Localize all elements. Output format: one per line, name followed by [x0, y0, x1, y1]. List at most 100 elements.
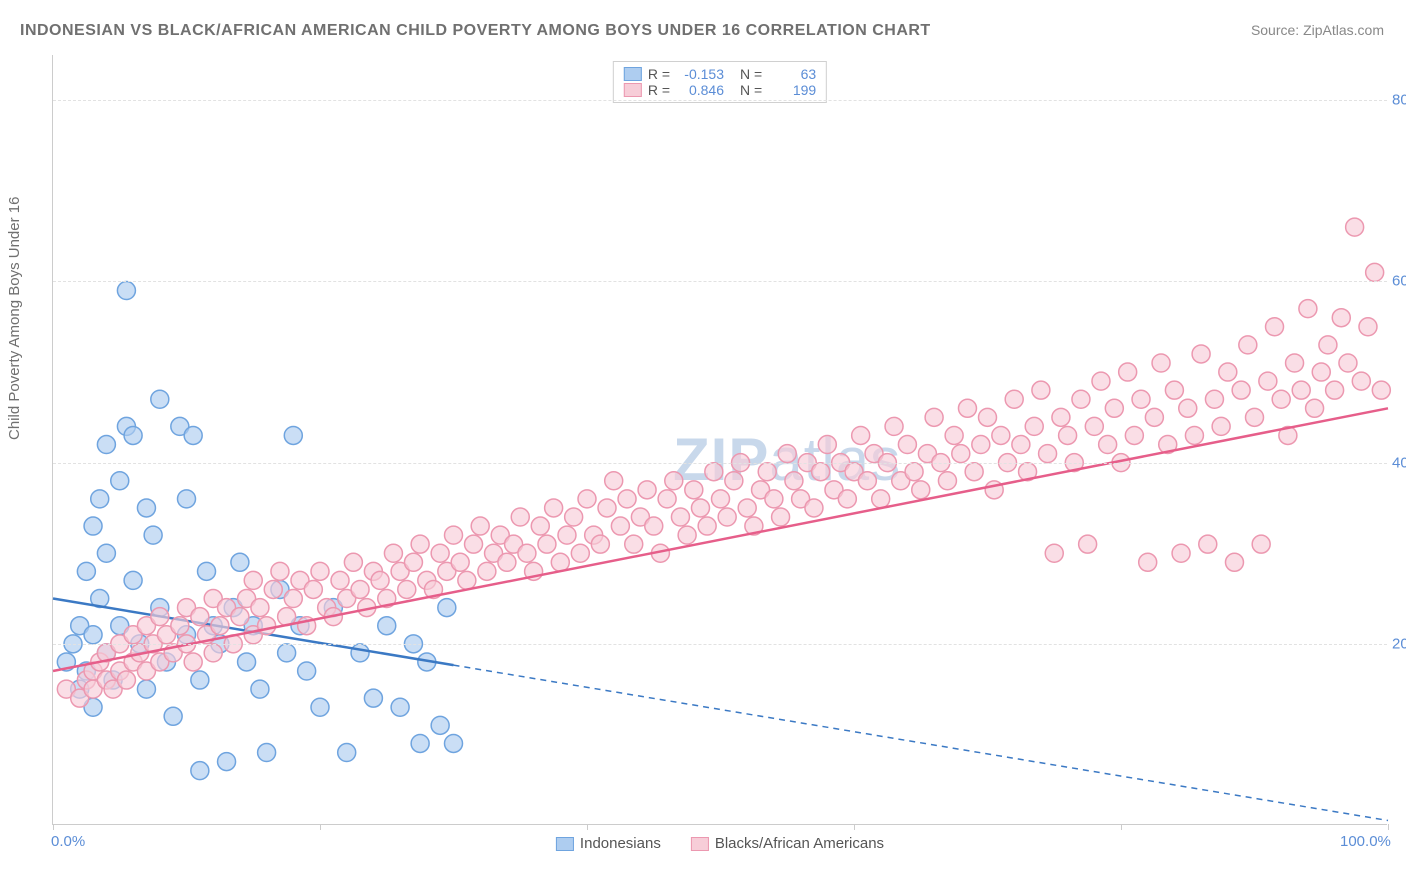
x-tick-label: 0.0% — [51, 833, 85, 850]
series-legend: IndonesiansBlacks/African Americans — [556, 835, 884, 852]
data-point — [725, 472, 743, 490]
data-point — [271, 562, 289, 580]
data-point — [331, 571, 349, 589]
data-point — [565, 508, 583, 526]
data-point — [1105, 399, 1123, 417]
data-point — [191, 671, 209, 689]
data-point — [758, 463, 776, 481]
legend-n-value: 63 — [768, 66, 816, 82]
data-point — [772, 508, 790, 526]
y-tick-label: 80.0% — [1392, 92, 1406, 109]
data-point — [137, 499, 155, 517]
data-point — [691, 499, 709, 517]
data-point — [311, 562, 329, 580]
data-point — [411, 535, 429, 553]
data-point — [1152, 354, 1170, 372]
data-point — [1252, 535, 1270, 553]
data-point — [438, 599, 456, 617]
data-point — [1025, 417, 1043, 435]
data-point — [258, 744, 276, 762]
x-tick — [587, 824, 588, 830]
data-point — [164, 707, 182, 725]
data-point — [678, 526, 696, 544]
legend-row: R =0.846N =199 — [624, 82, 816, 98]
data-point — [618, 490, 636, 508]
data-point — [284, 590, 302, 608]
y-tick-label: 60.0% — [1392, 273, 1406, 290]
data-point — [304, 580, 322, 598]
legend-swatch — [556, 837, 574, 851]
data-point — [238, 653, 256, 671]
x-tick-label: 100.0% — [1340, 833, 1391, 850]
legend-r-label: R = — [648, 66, 670, 82]
data-point — [625, 535, 643, 553]
data-point — [251, 599, 269, 617]
data-point — [805, 499, 823, 517]
data-point — [431, 716, 449, 734]
y-tick-label: 20.0% — [1392, 635, 1406, 652]
data-point — [84, 517, 102, 535]
data-point — [1219, 363, 1237, 381]
x-tick — [1388, 824, 1389, 830]
data-point — [1125, 426, 1143, 444]
data-point — [698, 517, 716, 535]
chart-area: ZIPatlas R =-0.153N =63R =0.846N =199 In… — [52, 55, 1387, 825]
data-point — [778, 445, 796, 463]
data-point — [1085, 417, 1103, 435]
data-point — [551, 553, 569, 571]
data-point — [1259, 372, 1277, 390]
legend-swatch — [624, 67, 642, 81]
data-point — [705, 463, 723, 481]
gridline — [53, 100, 1387, 101]
data-point — [1339, 354, 1357, 372]
data-point — [1332, 309, 1350, 327]
data-point — [191, 762, 209, 780]
data-point — [605, 472, 623, 490]
data-point — [958, 399, 976, 417]
legend-n-label: N = — [740, 66, 762, 82]
data-point — [972, 436, 990, 454]
data-point — [465, 535, 483, 553]
data-point — [1359, 318, 1377, 336]
data-point — [1059, 426, 1077, 444]
data-point — [1185, 426, 1203, 444]
data-point — [638, 481, 656, 499]
data-point — [558, 526, 576, 544]
data-point — [1199, 535, 1217, 553]
data-point — [1212, 417, 1230, 435]
regression-line — [53, 408, 1388, 671]
data-point — [204, 644, 222, 662]
data-point — [97, 544, 115, 562]
data-point — [965, 463, 983, 481]
data-point — [925, 408, 943, 426]
legend-label: Indonesians — [580, 835, 661, 852]
data-point — [518, 544, 536, 562]
data-point — [344, 553, 362, 571]
data-point — [445, 734, 463, 752]
legend-r-value: 0.846 — [676, 82, 724, 98]
data-point — [338, 744, 356, 762]
data-point — [311, 698, 329, 716]
gridline — [53, 644, 1387, 645]
data-point — [992, 426, 1010, 444]
data-point — [1205, 390, 1223, 408]
data-point — [1246, 408, 1264, 426]
data-point — [404, 553, 422, 571]
data-point — [1052, 408, 1070, 426]
data-point — [91, 490, 109, 508]
data-point — [838, 490, 856, 508]
data-point — [578, 490, 596, 508]
data-point — [391, 698, 409, 716]
data-point — [538, 535, 556, 553]
data-point — [111, 472, 129, 490]
data-point — [872, 490, 890, 508]
source-label: Source: ZipAtlas.com — [1251, 22, 1384, 38]
data-point — [885, 417, 903, 435]
data-point — [1005, 390, 1023, 408]
data-point — [945, 426, 963, 444]
legend-r-label: R = — [648, 82, 670, 98]
data-point — [611, 517, 629, 535]
data-point — [979, 408, 997, 426]
data-point — [398, 580, 416, 598]
legend-n-label: N = — [740, 82, 762, 98]
